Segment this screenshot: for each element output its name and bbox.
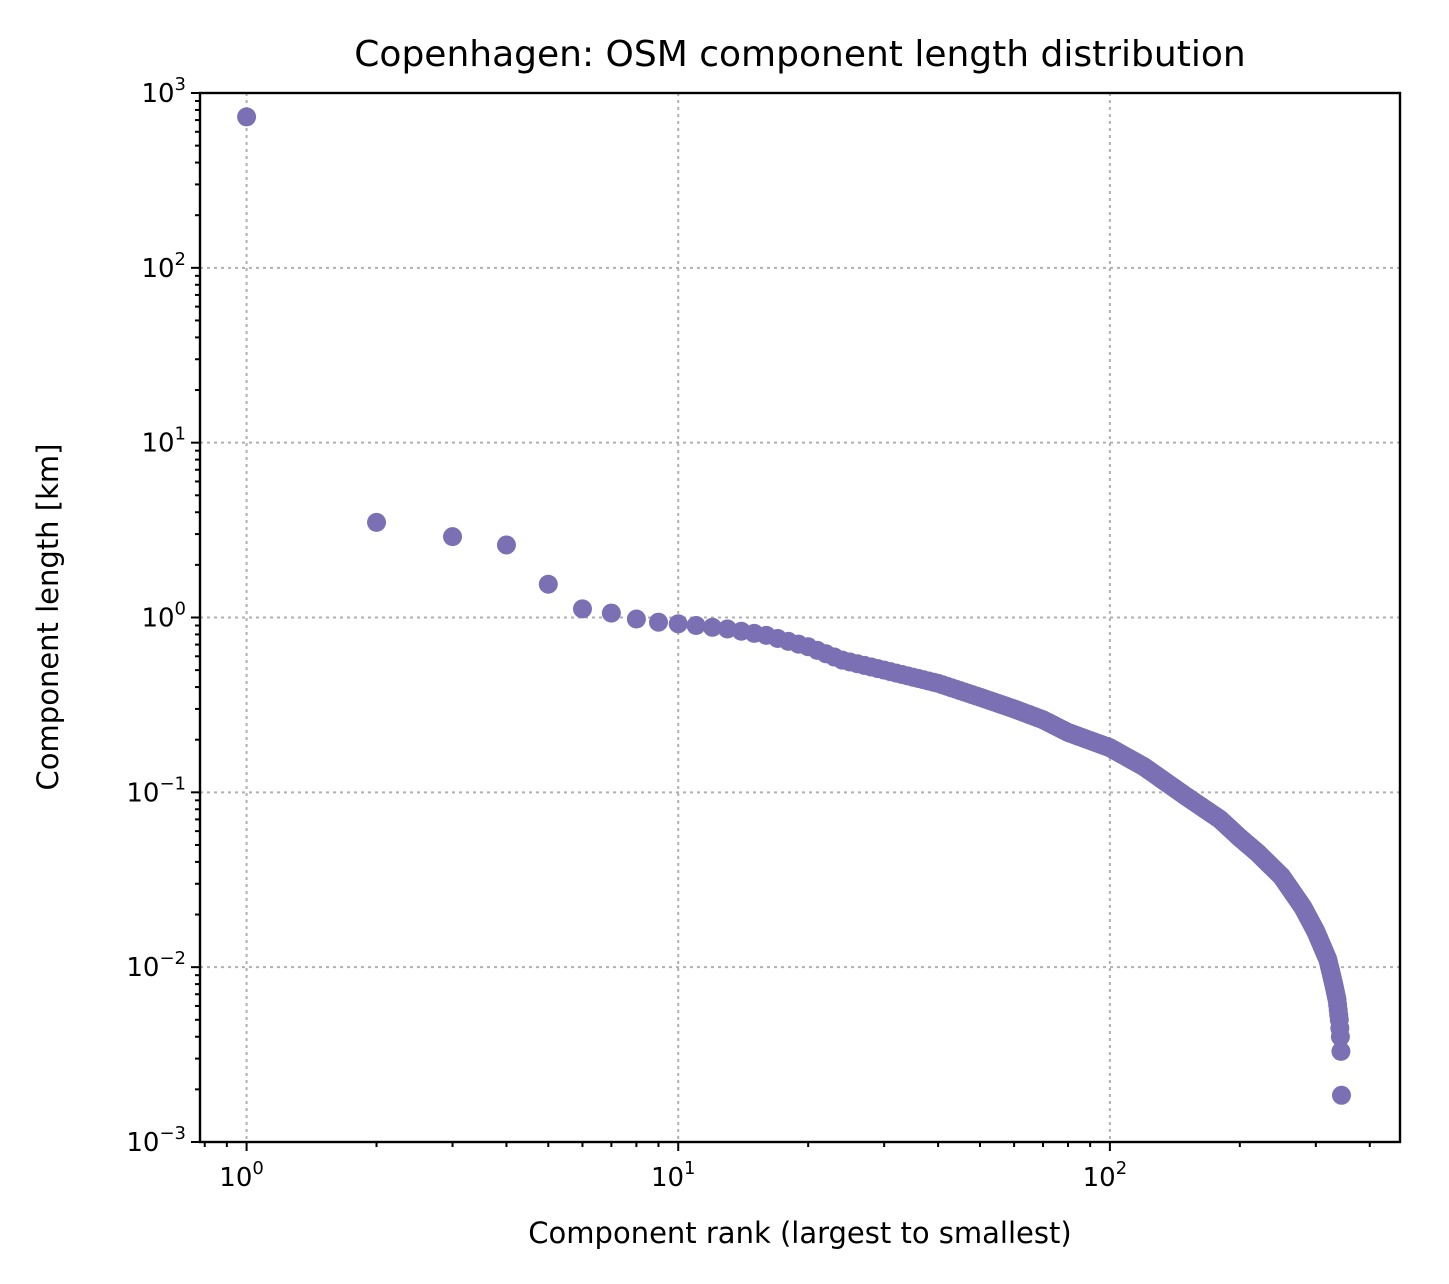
data-point-9 [648,612,668,632]
x-tick-exp: 1 [684,1158,695,1179]
y-tick-base: 10 [126,778,159,808]
data-point-6 [572,599,592,619]
y-tick-exp: −1 [159,773,186,794]
data-point-4 [496,535,516,555]
x-tick-exp: 2 [1116,1158,1127,1179]
y-tick-base: 10 [126,1128,159,1158]
x-tick-label-1: 101 [651,1158,696,1193]
x-tick-label-0: 100 [219,1158,264,1193]
chart-title: Copenhagen: OSM component length distrib… [354,34,1245,75]
data-point-10 [668,614,688,634]
x-tick-base: 10 [219,1163,252,1193]
x-tick-base: 10 [651,1163,684,1193]
x-axis-label: Component rank (largest to smallest) [528,1216,1071,1250]
y-tick-exp: −3 [159,1123,186,1144]
y-tick-label-6: 103 [141,74,186,109]
y-tick-base: 10 [141,254,174,284]
data-point-3 [443,527,463,547]
data-point-7 [601,603,621,623]
data-point-8 [626,609,646,629]
x-tick-label-2: 102 [1083,1158,1128,1193]
data-point-1 [237,107,257,127]
y-tick-label-0: 10−3 [126,1123,186,1158]
x-axis: 100 101 102 [203,1142,1371,1193]
y-tick-exp: −2 [159,948,186,969]
y-tick-label-5: 102 [141,249,186,284]
y-tick-label-3: 100 [141,599,186,634]
data-point-2 [367,512,387,532]
y-tick-label-4: 101 [141,424,186,459]
x-tick-base: 10 [1083,1163,1116,1193]
y-axis-label: Component length [km] [31,444,65,791]
y-tick-label-1: 10−2 [126,948,186,983]
plot-frame [198,91,1402,1144]
grid-layer [200,93,1400,1142]
y-tick-base: 10 [126,953,159,983]
y-tick-exp: 0 [175,599,186,620]
data-point-11 [686,616,706,635]
y-tick-base: 10 [141,604,174,634]
y-tick-label-2: 10−1 [126,773,186,808]
data-point-5 [538,574,558,594]
y-tick-base: 10 [141,429,174,459]
x-tick-exp: 0 [252,1158,263,1179]
points-layer [237,107,1351,1105]
y-tick-exp: 3 [175,74,186,95]
y-tick-base: 10 [141,79,174,109]
data-point-12 [702,617,722,637]
y-tick-exp: 1 [175,424,186,445]
data-point-343 [1331,1041,1351,1061]
y-tick-exp: 2 [175,249,186,270]
data-point-342 [1330,1027,1350,1047]
data-point-344 [1331,1085,1351,1105]
